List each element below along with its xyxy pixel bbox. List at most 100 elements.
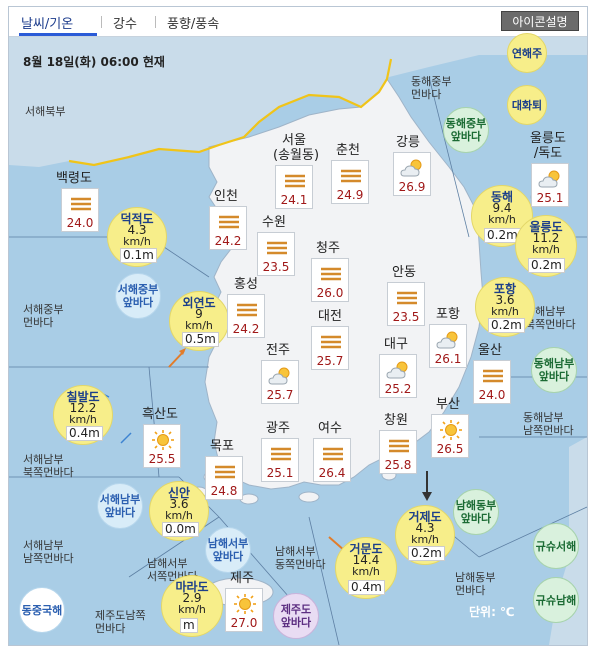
buoy-circle[interactable]: 울릉도 11.2 km/h 0.2m [515, 215, 577, 277]
buoy-name: 거제도 [408, 510, 442, 524]
sea-zone-bubble[interactable]: 동중국해 [19, 587, 65, 633]
buoy-unit: km/h [185, 319, 213, 332]
buoy-name: 신안 [167, 486, 191, 500]
city-weather-card[interactable]: 23.5 [257, 232, 295, 276]
buoy-wave: m [180, 618, 198, 633]
active-tab-indicator [19, 33, 97, 36]
buoy-circle[interactable]: 마라도 2.9 km/h m [161, 575, 223, 637]
sea-zone-bubble[interactable]: 대화퇴 [507, 85, 547, 125]
buoy-circle[interactable]: 칠발도 12.2 km/h 0.4m [53, 385, 113, 445]
buoy-name: 동해 [490, 190, 514, 204]
city-weather-card[interactable]: 27.0 [225, 588, 263, 632]
buoy-circle[interactable]: 거문도 14.4 km/h 0.4m [335, 537, 397, 599]
city-temperature: 26.5 [436, 442, 464, 456]
city-name: 강릉 [396, 135, 420, 150]
city-temperature: 24.0 [478, 388, 506, 402]
city-weather-card[interactable]: 26.5 [431, 414, 469, 458]
buoy-circle[interactable]: 거제도 4.3 km/h 0.2m [395, 505, 455, 565]
tab-precipitation[interactable]: 강수 [113, 17, 137, 32]
city-weather-card[interactable]: 25.8 [379, 430, 417, 474]
city-weather-card[interactable]: 25.5 [143, 424, 181, 468]
buoy-wave: 0.2m [484, 228, 521, 243]
tab-wind[interactable]: 풍향/풍속 [167, 17, 220, 32]
sea-zone-bubble[interactable]: 규슈남해 [533, 577, 579, 623]
area-label: 동해중부 먼바다 [411, 75, 452, 101]
city-weather-card[interactable]: 24.1 [275, 165, 313, 209]
city-name: 백령도 [56, 171, 92, 186]
city-weather-card[interactable]: 25.7 [311, 326, 349, 370]
buoy-name: 칠발도 [66, 390, 100, 404]
sea-zone-bubble[interactable]: 남해동부 앞바다 [453, 489, 499, 535]
mist-icon [479, 365, 507, 387]
sea-zone-bubble[interactable]: 규슈서해 [533, 523, 579, 569]
buoy-unit: km/h [488, 213, 516, 226]
buoy-unit: km/h [165, 509, 193, 522]
partly-cloudy-icon [385, 359, 413, 381]
city-weather-card[interactable]: 24.2 [227, 294, 265, 338]
sea-zone-bubble[interactable]: 남해서부 앞바다 [205, 527, 251, 573]
city-temperature: 26.0 [316, 286, 344, 300]
sea-zone-bubble[interactable]: 서해남부 앞바다 [97, 483, 143, 529]
city-temperature: 25.7 [266, 388, 294, 402]
buoy-circle[interactable]: 외연도 9 km/h 0.5m [169, 291, 229, 351]
area-label: 제주도남쪽 먼바다 [95, 609, 146, 635]
sea-zone-bubble[interactable]: 서해중부 앞바다 [115, 273, 161, 319]
city-weather-card[interactable]: 25.2 [379, 354, 417, 398]
city-temperature: 27.0 [230, 616, 258, 630]
mist-icon [317, 331, 345, 353]
city-weather-card[interactable]: 24.0 [61, 188, 99, 232]
city-name: 창원 [384, 413, 408, 428]
buoy-name: 울릉도 [529, 220, 563, 234]
buoy-name: 거문도 [349, 542, 383, 556]
buoy-circle[interactable]: 포항 3.6 km/h 0.2m [475, 277, 535, 337]
city-name: 안동 [392, 265, 416, 280]
mist-icon [393, 287, 421, 309]
sea-zone-bubble[interactable]: 제주도 앞바다 [273, 593, 319, 639]
city-name: 부산 [436, 397, 460, 412]
city-weather-card[interactable]: 25.1 [531, 163, 569, 207]
buoy-circle[interactable]: 신안 3.6 km/h 0.0m [149, 481, 209, 541]
city-weather-card[interactable]: 24.0 [473, 360, 511, 404]
city-temperature: 25.7 [316, 354, 344, 368]
map-area: 8월 18일(화) 06:00 현재 서해북부 동해중부 먼바다 서해중부 먼바… [9, 33, 587, 645]
city-name: 인천 [214, 189, 238, 204]
city-name: 춘천 [336, 143, 360, 158]
area-label: 서해중부 먼바다 [23, 303, 64, 329]
area-label: 서해남부 남쪽먼바다 [23, 539, 74, 565]
city-weather-card[interactable]: 26.0 [311, 258, 349, 302]
city-name: 홍성 [234, 277, 258, 292]
city-weather-card[interactable]: 24.8 [205, 456, 243, 500]
city-name: 포항 [436, 307, 460, 322]
city-name: 광주 [266, 421, 290, 436]
city-temperature: 26.4 [318, 466, 346, 480]
city-name: 대구 [384, 337, 408, 352]
city-weather-card[interactable]: 26.9 [393, 152, 431, 196]
mist-icon [385, 435, 413, 457]
buoy-circle[interactable]: 덕적도 4.3 km/h 0.1m [107, 207, 167, 267]
buoy-speed: 11.2 [532, 231, 560, 245]
buoy-speed: 2.9 [182, 591, 202, 605]
tab-weather-temp[interactable]: 날씨/기온 [21, 17, 74, 32]
mist-icon [67, 193, 95, 215]
sea-zone-bubble[interactable]: 연해주 [507, 33, 547, 73]
city-weather-card[interactable]: 24.2 [209, 206, 247, 250]
city-weather-card[interactable]: 23.5 [387, 282, 425, 326]
partly-cloudy-icon [435, 329, 463, 351]
buoy-unit: km/h [123, 235, 151, 248]
city-weather-card[interactable]: 24.9 [331, 160, 369, 204]
icon-legend-button[interactable]: 아이콘설명 [501, 11, 579, 31]
sea-zone-bubble[interactable]: 동해남부 앞바다 [531, 347, 577, 393]
city-name: 여수 [318, 421, 342, 436]
city-weather-card[interactable]: 26.4 [313, 438, 351, 482]
city-temperature: 24.2 [232, 322, 260, 336]
buoy-circle[interactable]: 동해 9.4 km/h 0.2m [471, 185, 533, 247]
city-weather-card[interactable]: 25.7 [261, 360, 299, 404]
city-weather-card[interactable]: 25.1 [261, 438, 299, 482]
city-weather-card[interactable]: 26.1 [429, 324, 467, 368]
tab-divider [155, 16, 156, 28]
buoy-speed: 3.6 [169, 497, 189, 511]
mist-icon [317, 263, 345, 285]
city-temperature: 23.5 [262, 260, 290, 274]
sea-zone-bubble[interactable]: 동해중부 앞바다 [443, 107, 489, 153]
area-label: 동해남부 북쪽먼바다 [525, 305, 576, 331]
